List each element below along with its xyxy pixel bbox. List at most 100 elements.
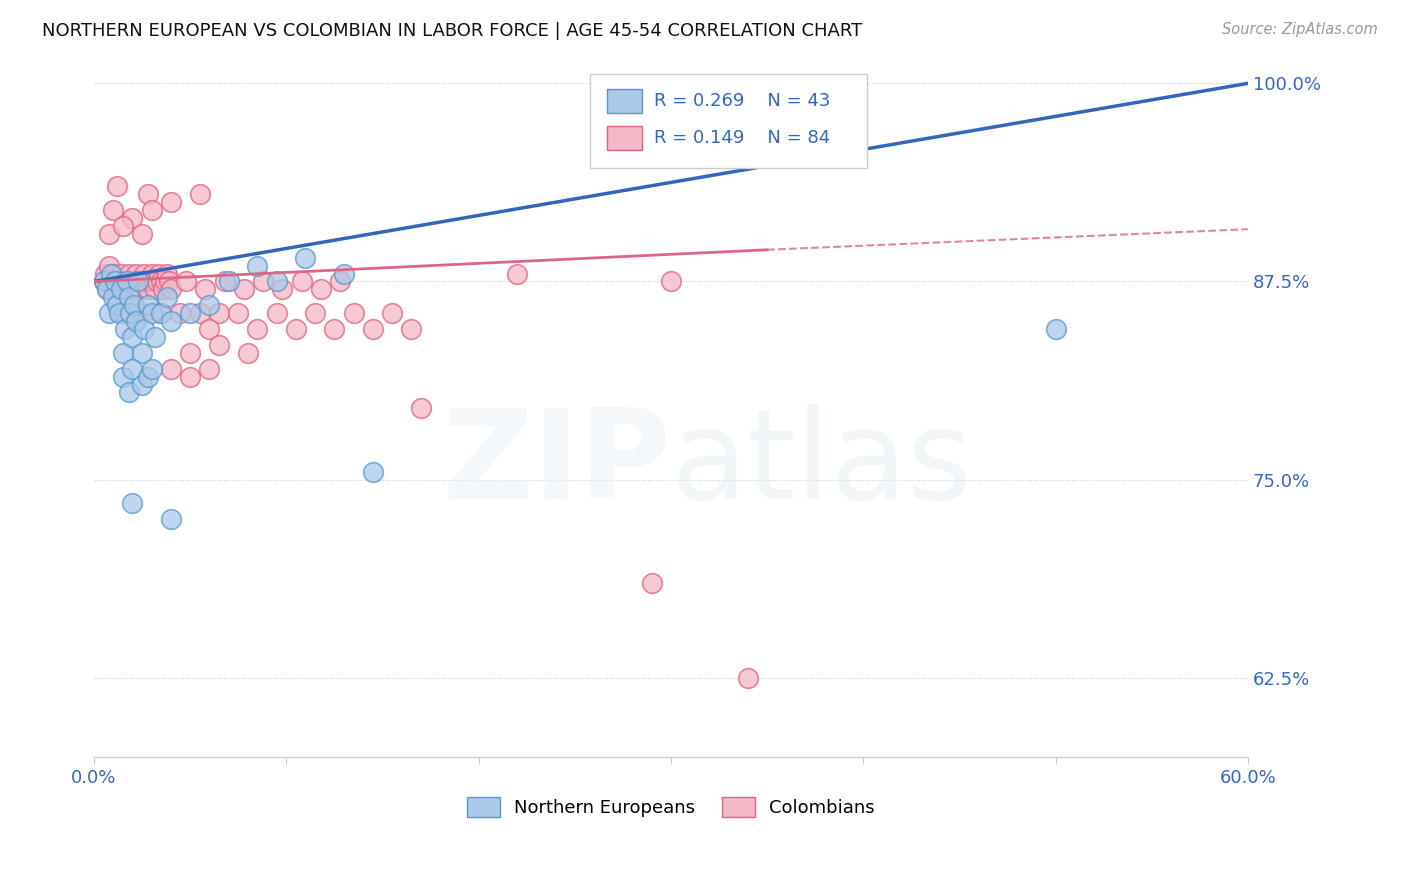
Point	[101, 290, 124, 304]
Point	[236, 346, 259, 360]
Text: atlas: atlas	[671, 403, 973, 524]
Point	[342, 306, 364, 320]
Point	[169, 306, 191, 320]
Point	[409, 401, 432, 416]
Point	[179, 346, 201, 360]
Text: NORTHERN EUROPEAN VS COLOMBIAN IN LABOR FORCE | AGE 45-54 CORRELATION CHART: NORTHERN EUROPEAN VS COLOMBIAN IN LABOR …	[42, 22, 862, 40]
Point	[246, 322, 269, 336]
Point	[94, 267, 117, 281]
Point	[160, 282, 183, 296]
Point	[121, 282, 143, 296]
Point	[150, 275, 173, 289]
Point	[117, 385, 139, 400]
Point	[218, 275, 240, 289]
Point	[115, 275, 138, 289]
Point	[127, 275, 149, 289]
Point	[291, 275, 314, 289]
Point	[125, 314, 148, 328]
Point	[1045, 322, 1067, 336]
Point	[132, 267, 155, 281]
Point	[323, 322, 346, 336]
Point	[194, 282, 217, 296]
Point	[145, 330, 167, 344]
Text: R = 0.149    N = 84: R = 0.149 N = 84	[654, 129, 830, 147]
Point	[101, 267, 124, 281]
Point	[100, 275, 122, 289]
Point	[101, 203, 124, 218]
Point	[506, 267, 529, 281]
Text: ZIP: ZIP	[441, 403, 671, 524]
Point	[179, 306, 201, 320]
Point	[148, 267, 170, 281]
Point	[131, 306, 153, 320]
Point	[93, 275, 115, 289]
Point	[188, 306, 211, 320]
Text: Source: ZipAtlas.com: Source: ZipAtlas.com	[1222, 22, 1378, 37]
Point	[100, 267, 122, 281]
Point	[131, 227, 153, 241]
Point	[108, 306, 131, 320]
Point	[110, 282, 132, 296]
Point	[131, 346, 153, 360]
Point	[141, 267, 163, 281]
Point	[96, 282, 118, 296]
Point	[208, 338, 231, 352]
Point	[294, 251, 316, 265]
FancyBboxPatch shape	[607, 89, 643, 113]
Point	[266, 275, 288, 289]
Point	[93, 275, 115, 289]
Point	[156, 290, 179, 304]
Text: R = 0.269    N = 43: R = 0.269 N = 43	[654, 93, 830, 111]
Point	[141, 361, 163, 376]
Point	[361, 322, 384, 336]
Point	[120, 275, 142, 289]
Point	[737, 671, 759, 685]
Point	[136, 187, 159, 202]
Point	[146, 275, 169, 289]
Point	[104, 275, 127, 289]
Point	[114, 282, 136, 296]
Point	[108, 275, 131, 289]
Point	[111, 275, 134, 289]
Point	[157, 275, 180, 289]
Point	[329, 275, 352, 289]
Point	[114, 322, 136, 336]
Point	[125, 267, 148, 281]
Point	[117, 267, 139, 281]
Point	[309, 282, 332, 296]
Point	[110, 267, 132, 281]
Point	[111, 306, 134, 320]
Point	[153, 275, 176, 289]
Point	[136, 298, 159, 312]
Point	[160, 195, 183, 210]
Point	[198, 322, 221, 336]
Legend: Northern Europeans, Colombians: Northern Europeans, Colombians	[460, 789, 882, 824]
Point	[174, 275, 197, 289]
Point	[135, 275, 157, 289]
Point	[381, 306, 404, 320]
Point	[252, 275, 274, 289]
Point	[115, 275, 138, 289]
Point	[111, 369, 134, 384]
Point	[198, 361, 221, 376]
Point	[188, 187, 211, 202]
Point	[98, 306, 121, 320]
Point	[361, 465, 384, 479]
Point	[156, 267, 179, 281]
Point	[284, 322, 307, 336]
Point	[152, 282, 174, 296]
Point	[124, 275, 146, 289]
Point	[136, 369, 159, 384]
Point	[120, 306, 142, 320]
FancyBboxPatch shape	[607, 126, 643, 150]
Point	[145, 282, 167, 296]
Point	[111, 219, 134, 233]
Point	[141, 306, 163, 320]
Point	[142, 275, 165, 289]
Point	[271, 282, 294, 296]
Point	[198, 298, 221, 312]
Point	[150, 306, 173, 320]
Point	[127, 275, 149, 289]
Point	[160, 314, 183, 328]
Point	[208, 306, 231, 320]
